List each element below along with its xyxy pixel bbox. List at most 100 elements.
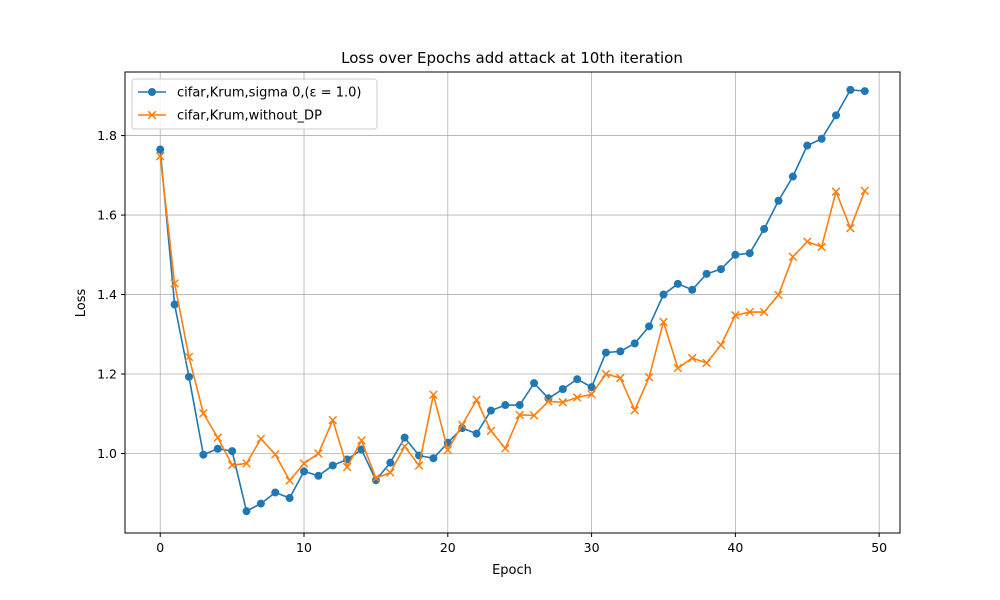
legend-item-2: cifar,Krum,without_DP — [138, 109, 322, 124]
series-2-point — [687, 353, 697, 363]
series-1-point — [242, 507, 251, 516]
series-1-point — [328, 461, 337, 470]
series-2-point — [472, 395, 481, 405]
series-2-point — [242, 459, 251, 468]
x-tick-label: 10 — [296, 540, 312, 555]
series-1-point — [558, 385, 567, 394]
series-2-point — [601, 369, 611, 379]
series-1-point — [601, 348, 610, 357]
series-1-point — [716, 265, 725, 274]
series-1-point — [745, 249, 754, 258]
legend-item-1: cifar,Krum,sigma 0,(ε = 1.0) — [138, 86, 362, 101]
series-2-point — [745, 307, 755, 317]
series-1-point — [860, 87, 869, 96]
series-2-point — [860, 186, 870, 196]
series-2-line — [159, 156, 866, 482]
series-1-point — [587, 383, 596, 392]
plot-frame — [124, 71, 901, 534]
series-2-point — [774, 290, 783, 300]
series-2-point — [227, 460, 237, 470]
series-2-point — [544, 397, 553, 406]
series-2-point — [788, 252, 798, 262]
axis-ticks: 0 10 20 30 40 50 1.0 1.2 1.4 1.6 1.8 — [97, 128, 887, 555]
chart-title: Loss over Epochs add attack at 10th iter… — [341, 49, 683, 67]
series-1-point — [616, 347, 625, 356]
series-1 — [156, 85, 869, 516]
series-1-point — [688, 285, 697, 294]
series-2-point — [155, 151, 165, 161]
y-tick-label: 1.0 — [97, 446, 117, 461]
series-2-point — [429, 390, 438, 400]
legend-marker — [147, 110, 157, 120]
series-1-point — [228, 447, 237, 456]
series-2-point — [716, 340, 726, 350]
series-2-point — [817, 242, 826, 252]
series-2 — [155, 151, 870, 485]
series-1-point — [156, 145, 165, 154]
x-axis-label: Epoch — [492, 563, 532, 578]
series-2-point — [285, 476, 294, 485]
series-2-point — [702, 358, 711, 368]
series-1-point — [429, 454, 438, 463]
series-1-point — [530, 379, 539, 388]
series-1-point — [659, 290, 668, 299]
series-2-point — [630, 405, 640, 415]
x-tick-label: 20 — [440, 540, 456, 555]
y-tick-label: 1.4 — [97, 287, 117, 302]
series-2-point — [644, 372, 654, 382]
series-2-point — [385, 468, 395, 477]
series-2-point — [616, 373, 625, 383]
series-1-point — [271, 488, 280, 497]
legend-label: cifar,Krum,without_DP — [177, 109, 322, 124]
legend: cifar,Krum,sigma 0,(ε = 1.0) cifar,Krum,w… — [131, 78, 378, 130]
series-2-point — [371, 473, 381, 483]
series-2-point — [587, 389, 596, 399]
series-1-point — [501, 401, 510, 410]
series-1-point — [400, 433, 409, 442]
x-tick-label: 50 — [871, 540, 887, 555]
series-1-point — [256, 499, 265, 508]
series-2-point — [846, 223, 855, 233]
series-1-point — [645, 322, 654, 331]
series-1-point — [673, 279, 682, 288]
x-tick-label: 40 — [727, 540, 743, 555]
series-2-point — [213, 433, 223, 442]
series-2-point — [831, 187, 841, 196]
series-2-point — [572, 393, 582, 402]
series-1-point — [285, 494, 294, 503]
y-tick-label: 1.8 — [97, 128, 117, 143]
series-2-point — [199, 409, 208, 418]
series-1-point — [515, 401, 524, 410]
x-tick-label: 30 — [584, 540, 600, 555]
y-axis-label: Loss — [74, 289, 89, 318]
series-2-point — [314, 449, 323, 458]
series-2-point — [443, 445, 453, 455]
series-2-point — [558, 397, 568, 407]
series-2-point — [299, 459, 309, 468]
series-2-point — [170, 279, 179, 288]
series-1-point — [817, 134, 826, 143]
series-1-line — [159, 89, 865, 512]
series-1-point — [731, 250, 740, 259]
series-1-point — [774, 196, 783, 205]
series-1-point — [386, 458, 395, 467]
series-1-point — [472, 429, 481, 438]
series-1-point — [184, 372, 193, 381]
series-2-point — [357, 436, 366, 445]
series-1-point — [170, 300, 179, 309]
series-2-point — [673, 363, 683, 373]
series-1-point — [573, 375, 582, 384]
series-1-point — [300, 467, 309, 476]
series-2-point — [759, 307, 769, 317]
series-2-point — [270, 449, 280, 459]
series-1-point — [788, 172, 797, 181]
y-tick-label: 1.2 — [97, 367, 117, 382]
legend-label: cifar,Krum,sigma 0,(ε = 1.0) — [177, 86, 362, 101]
x-tick-label: 0 — [156, 540, 164, 555]
series-1-point — [702, 269, 711, 278]
series-1-point — [199, 450, 208, 459]
series-2-point — [342, 462, 352, 472]
series-1-point — [486, 406, 495, 415]
series-2-point — [529, 411, 539, 420]
